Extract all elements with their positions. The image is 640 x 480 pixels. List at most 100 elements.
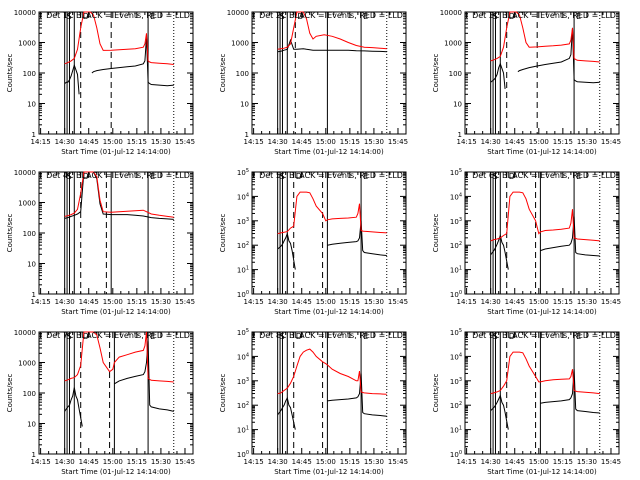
x-tick-label: 15:15 (127, 138, 147, 146)
x-tick-label: 14:45 (292, 458, 312, 466)
y-tick-label: 105 (237, 168, 249, 177)
x-tick-label: 14:15 (244, 298, 264, 306)
y-tick-label: 105 (450, 328, 462, 337)
y-axis-label: Counts/sec (219, 374, 227, 413)
y-tick-label: 102 (237, 241, 249, 250)
series-line-events (540, 216, 600, 257)
x-tick-label: 15:30 (364, 138, 384, 146)
y-tick-label: 100 (237, 290, 249, 299)
x-tick-label: 15:00 (316, 138, 336, 146)
y-tick-label: 101 (450, 266, 462, 275)
x-tick-label: 15:30 (577, 138, 597, 146)
x-tick-label: 15:00 (529, 138, 549, 146)
x-tick-label: 14:15 (244, 138, 264, 146)
y-tick-label: 10000 (227, 9, 249, 17)
y-tick-label: 100 (23, 390, 36, 398)
x-tick-label: 15:30 (151, 298, 171, 306)
plot-frame (251, 11, 407, 135)
x-tick-label: 14:15 (457, 138, 477, 146)
detector-panel-1: 1 10 100 1000 10000 14:15 14:30 14:45 15:00 15:15… (6, 9, 195, 156)
y-tick-label: 102 (450, 401, 462, 410)
y-tick-label: 100 (449, 70, 462, 78)
y-axis-label: Counts/sec (219, 214, 227, 253)
y-tick-label: 10 (27, 421, 36, 429)
x-axis-label: Start Time (01-Jul-12 14:14:00) (61, 148, 171, 156)
x-tick-label: 14:45 (79, 298, 99, 306)
detector-panel-3: 1 10 100 1000 10000 14:15 14:30 14:45 15:00 15:15… (432, 9, 621, 156)
x-tick-label: 14:45 (79, 458, 99, 466)
series-line-lld (490, 11, 600, 63)
series-line-events (114, 341, 174, 412)
marker-label: E (576, 12, 581, 21)
marker-label: D (297, 12, 303, 21)
series-line-events (490, 62, 506, 89)
panel-title: Det 5C BLACK = Events, RED = LLD (259, 171, 403, 180)
x-axis-label: Start Time (01-Jul-12 14:14:00) (274, 308, 384, 316)
y-tick-label: 105 (450, 168, 462, 177)
x-tick-label: 15:30 (151, 458, 171, 466)
x-tick-label: 14:30 (481, 298, 501, 306)
series-line-lld (64, 11, 174, 65)
y-tick-label: 103 (450, 377, 462, 386)
y-tick-label: 100 (237, 450, 249, 459)
y-tick-label: 101 (237, 266, 249, 275)
detector-panel-4: 1 10 100 1000 10000 14:15 14:30 14:45 15:00 15:15… (6, 169, 195, 316)
series-line-lld (277, 348, 387, 395)
x-tick-label: 15:45 (175, 138, 195, 146)
y-tick-label: 1000 (18, 360, 36, 368)
x-axis-label: Start Time (01-Jul-12 14:14:00) (487, 148, 597, 156)
y-axis-label: Counts/sec (432, 214, 440, 253)
plot-frame (464, 331, 620, 455)
y-tick-label: 100 (450, 450, 462, 459)
marker-label: D (83, 172, 89, 181)
x-tick-label: 15:15 (340, 298, 360, 306)
marker-label: D (296, 332, 302, 341)
series-line-lld (64, 171, 174, 218)
x-tick-label: 15:30 (364, 298, 384, 306)
marker-label: E (363, 172, 368, 181)
x-tick-label: 15:30 (151, 138, 171, 146)
y-axis-label: Counts/sec (432, 54, 440, 93)
x-tick-label: 15:45 (601, 458, 621, 466)
x-tick-label: 15:15 (553, 458, 573, 466)
plot-frame (38, 171, 194, 295)
x-tick-label: 15:00 (103, 138, 123, 146)
x-tick-label: 14:15 (31, 458, 51, 466)
x-tick-label: 15:45 (388, 458, 408, 466)
x-axis-label: Start Time (01-Jul-12 14:14:00) (487, 468, 597, 476)
y-tick-label: 1 (245, 131, 249, 139)
plot-frame (251, 331, 407, 455)
x-tick-label: 15:15 (127, 298, 147, 306)
marker-label: E (363, 12, 368, 21)
x-tick-label: 15:30 (577, 458, 597, 466)
y-tick-label: 1 (32, 131, 36, 139)
y-tick-label: 103 (237, 217, 249, 226)
y-tick-label: 10 (27, 101, 36, 109)
x-tick-label: 15:00 (529, 298, 549, 306)
y-tick-label: 1000 (231, 40, 249, 48)
y-axis-label: Counts/sec (6, 214, 14, 253)
x-tick-label: 15:00 (103, 298, 123, 306)
panel-title: Det 1C BLACK = Events, RED = LLD (46, 11, 190, 20)
marker-label: E (363, 332, 368, 341)
x-axis-label: Start Time (01-Jul-12 14:14:00) (274, 148, 384, 156)
x-tick-label: 14:45 (505, 458, 525, 466)
series-line-lld (490, 351, 600, 395)
x-tick-label: 14:30 (55, 298, 75, 306)
y-tick-label: 10 (240, 101, 249, 109)
series-line-events (540, 369, 600, 414)
marker-label: E (150, 332, 155, 341)
series-line-lld (277, 191, 387, 235)
marker-label: D (296, 172, 302, 181)
y-tick-label: 100 (23, 230, 36, 238)
x-tick-label: 15:15 (340, 138, 360, 146)
x-tick-label: 15:45 (175, 458, 195, 466)
marker-label: E (576, 332, 581, 341)
y-tick-label: 10000 (440, 9, 462, 17)
y-tick-label: 10000 (14, 9, 36, 17)
series-line-events (64, 387, 83, 427)
x-tick-label: 15:45 (601, 298, 621, 306)
plot-frame (38, 331, 194, 455)
plot-frame (251, 171, 407, 295)
panel-title: Det 2C BLACK = Events, RED = LLD (259, 11, 403, 20)
